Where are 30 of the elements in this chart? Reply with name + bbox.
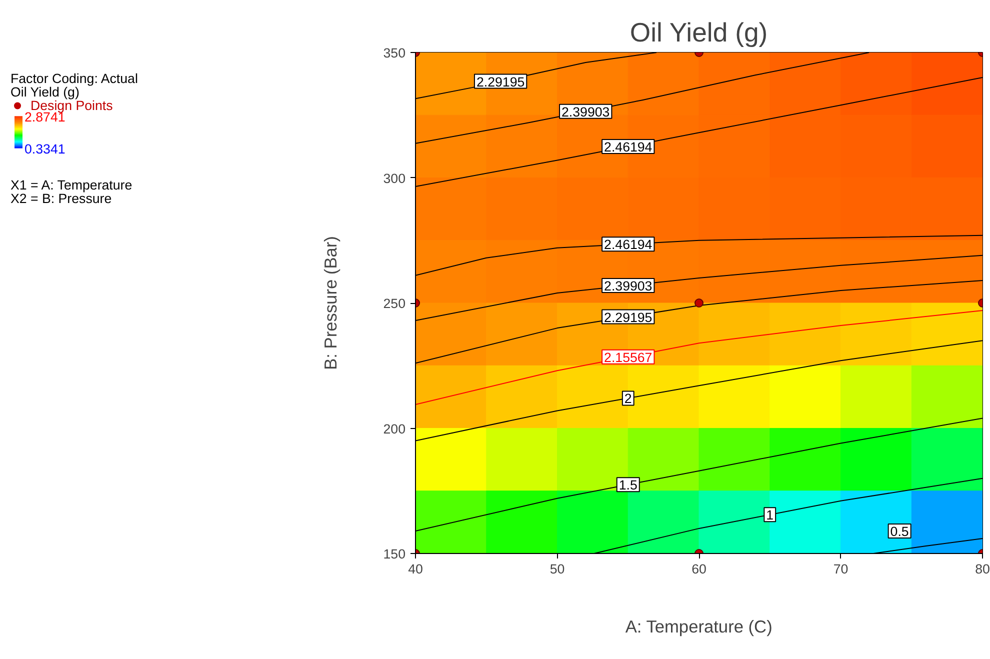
series-label: 0.5 bbox=[890, 524, 909, 539]
series-label: 2.46194 bbox=[604, 237, 653, 252]
series-label: 1.5 bbox=[618, 478, 638, 493]
chart-title: Oil Yield (g) bbox=[630, 18, 768, 48]
series-label: 2.29195 bbox=[604, 310, 652, 325]
x-tick-label: 80 bbox=[975, 562, 990, 576]
x-tick-label: 40 bbox=[408, 562, 423, 576]
text: X1 = A: Temperature bbox=[10, 177, 132, 192]
series-label: 2.39903 bbox=[604, 278, 652, 294]
x-tick-label: 60 bbox=[692, 562, 706, 576]
series-label: 1 bbox=[766, 508, 774, 523]
text: X2 = B: Pressure bbox=[10, 190, 112, 206]
y-tick-label: 150 bbox=[383, 546, 406, 562]
x-tick-label: 50 bbox=[550, 562, 565, 576]
y-tick-label: 250 bbox=[383, 296, 406, 311]
line-series bbox=[416, 310, 982, 405]
series-label: 2.15567 bbox=[604, 350, 652, 365]
x-tick-label: 70 bbox=[833, 562, 848, 576]
series-label: 2.29195 bbox=[476, 74, 525, 90]
color-bar-title: Oil Yield (g) bbox=[10, 84, 80, 100]
color-bar-label: 0.3341 bbox=[24, 141, 66, 156]
y-tick-label: 300 bbox=[383, 170, 406, 186]
y-axis-title: B: Pressure (Bar) bbox=[320, 236, 340, 370]
series-label: 2 bbox=[624, 391, 632, 406]
y-tick-label: 350 bbox=[383, 46, 406, 60]
series-label: 2.46194 bbox=[604, 139, 653, 154]
y-tick-label: 200 bbox=[383, 421, 406, 436]
series-label: 2.39903 bbox=[562, 104, 610, 120]
x-axis-title: A: Temperature (C) bbox=[625, 616, 772, 636]
text: Factor Coding: Actual bbox=[10, 70, 138, 86]
